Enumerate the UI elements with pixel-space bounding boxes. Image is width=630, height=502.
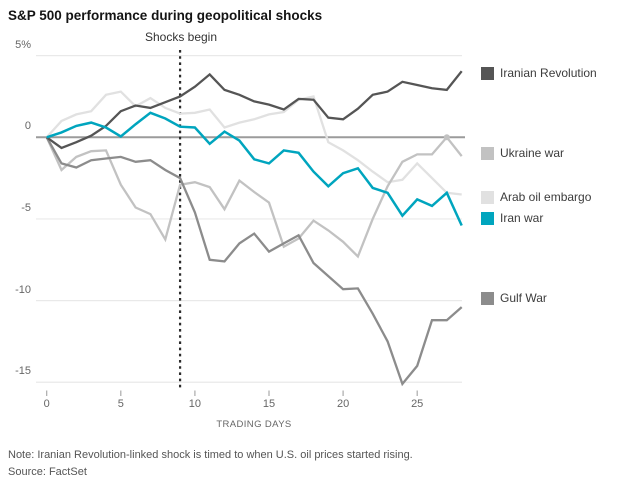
x-tick-label: 20 xyxy=(336,398,350,410)
legend-item-gulf-war: Gulf War xyxy=(481,292,547,305)
legend-swatch-arab-oil-embargo xyxy=(481,191,494,204)
legend-item-arab-oil-embargo: Arab oil embargo xyxy=(481,191,591,204)
legend-label: Arab oil embargo xyxy=(500,190,592,204)
series-line-iranian-revolution xyxy=(46,70,463,150)
y-tick-label: 0 xyxy=(24,120,31,133)
legend-label: Iranian Revolution xyxy=(500,66,597,80)
x-tick-label: 15 xyxy=(262,398,276,410)
x-tick-label: 0 xyxy=(43,398,50,410)
series-line-gulf-war xyxy=(45,136,463,387)
y-tick-label: -10 xyxy=(15,283,31,296)
x-tick-label: 10 xyxy=(188,398,202,410)
series-marker-ukraine-war xyxy=(443,134,450,141)
legend-label: Iran war xyxy=(500,211,544,225)
legend-label: Ukraine war xyxy=(500,146,565,160)
x-tick-label: 25 xyxy=(411,398,424,410)
series-line-iran-war xyxy=(46,111,463,227)
source-line: Source: FactSet xyxy=(8,466,87,478)
legend-label: Gulf War xyxy=(500,291,547,305)
series-line-arab-oil-embargo xyxy=(45,90,462,196)
legend-swatch-gulf-war xyxy=(481,292,494,305)
y-tick-label: -15 xyxy=(15,365,31,378)
series-line-ukraine-war xyxy=(45,135,463,259)
x-tick-label: 5 xyxy=(117,398,124,410)
chart-title: S&P 500 performance during geopolitical … xyxy=(8,8,323,23)
legend-swatch-iranian-revolution xyxy=(481,67,494,80)
legend-swatch-ukraine-war xyxy=(481,147,494,160)
shocks-begin-annotation: Shocks begin xyxy=(144,30,218,44)
legend-item-iran-war: Iran war xyxy=(481,212,543,225)
footnote: Note: Iranian Revolution-linked shock is… xyxy=(8,449,413,461)
legend-swatch-iran-war xyxy=(481,212,494,225)
y-tick-label: 5% xyxy=(15,38,31,51)
legend-item-iranian-revolution: Iranian Revolution xyxy=(481,67,597,80)
y-tick-label: -5 xyxy=(21,201,31,214)
legend-item-ukraine-war: Ukraine war xyxy=(481,147,564,160)
x-axis-title: TRADING DAYS xyxy=(216,419,292,430)
